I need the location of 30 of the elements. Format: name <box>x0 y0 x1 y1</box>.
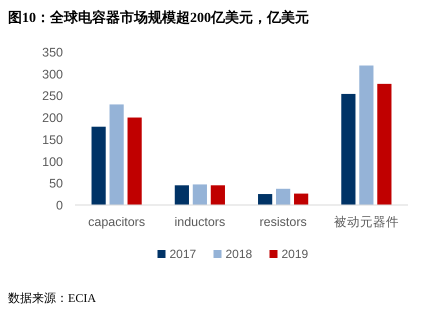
annotation: 数据来源：ECIA <box>8 291 96 305</box>
bar <box>275 188 292 206</box>
plot: 0 50 100 150 200 250 300 350 capacitors inductors resistors 被动元器件 <box>42 46 408 229</box>
bar <box>340 93 356 206</box>
x-tick-label: 被动元器件 <box>334 215 399 229</box>
legend-label: 2018 <box>226 247 253 261</box>
y-tick-label: 200 <box>42 111 64 126</box>
legend-label: 2017 <box>170 247 197 261</box>
bar <box>358 64 374 206</box>
legend-label: 2019 <box>282 247 309 261</box>
x-tick-label: inductors <box>174 215 226 229</box>
y-tick-label: 0 <box>56 198 64 212</box>
y-tick-label: 100 <box>42 154 64 169</box>
y-tick-label: 250 <box>42 89 64 104</box>
title: 图10：全球电容器市场规模超200亿美元，亿美元 <box>8 11 309 26</box>
bar <box>257 193 274 206</box>
x-tick-label: capacitors <box>88 215 146 229</box>
y-tick-label: 350 <box>42 46 64 60</box>
bar <box>210 184 226 206</box>
bar <box>90 126 107 206</box>
bar <box>174 184 190 206</box>
x-tick-label: resistors <box>260 215 307 229</box>
y-tick-label: 50 <box>49 176 64 191</box>
bar <box>126 116 143 206</box>
bar <box>376 83 392 206</box>
bar <box>192 184 208 206</box>
bar <box>293 192 310 206</box>
bar <box>108 104 125 206</box>
y-tick-label: 150 <box>42 132 64 147</box>
y-tick-label: 300 <box>42 67 64 82</box>
